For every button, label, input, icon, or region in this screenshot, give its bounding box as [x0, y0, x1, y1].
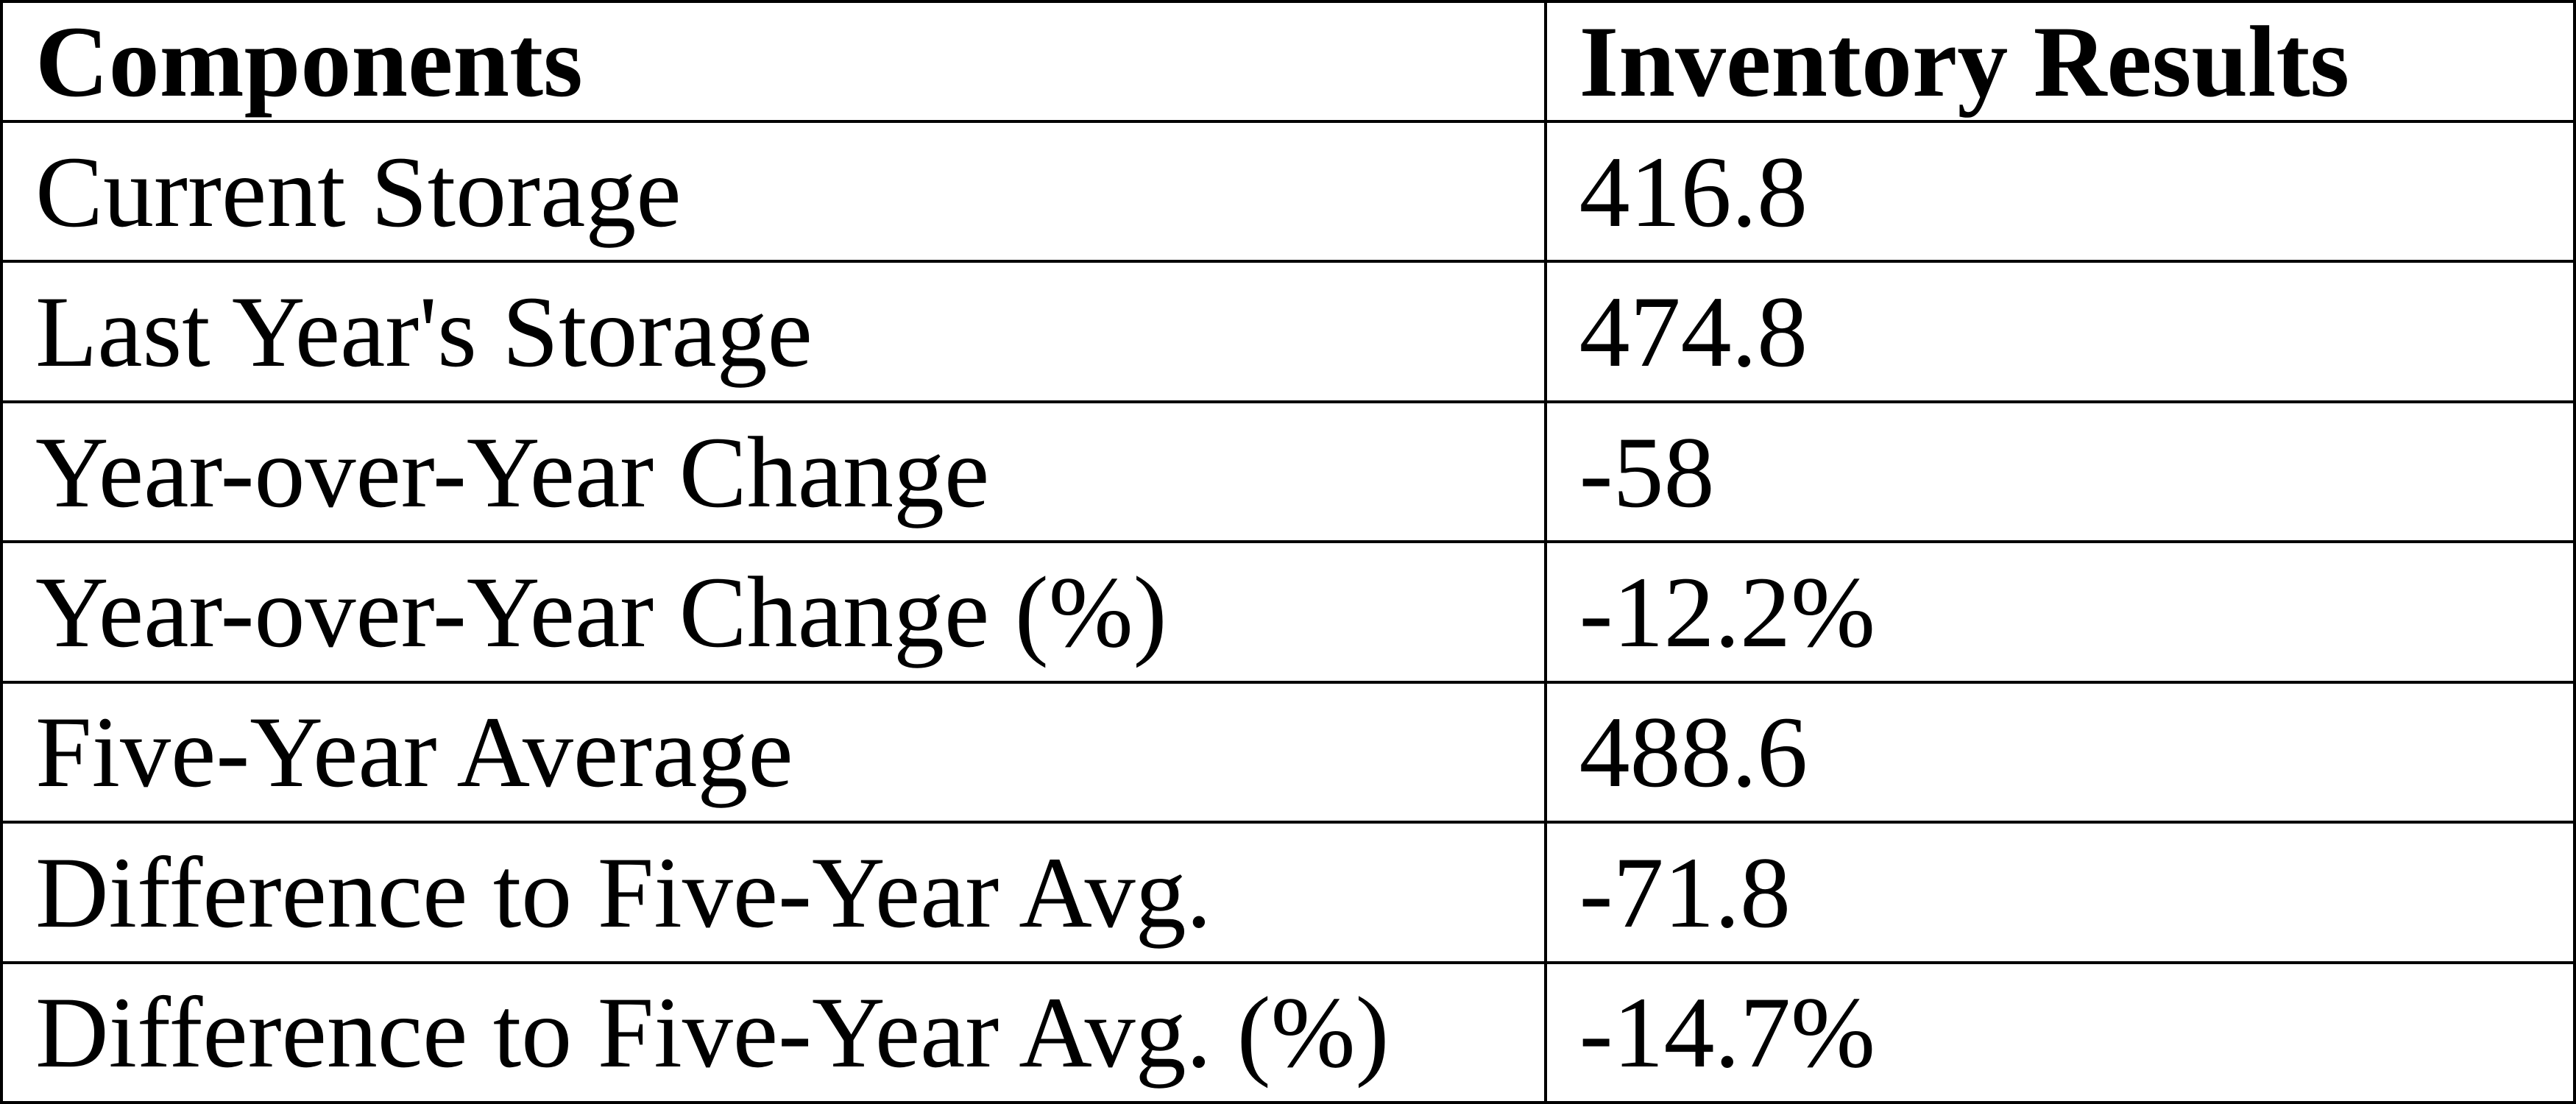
table-cell-component: Five-Year Average — [0, 680, 1547, 824]
table-row: Difference to Five-Year Avg. -71.8 — [0, 821, 2576, 964]
column-header-components: Components — [0, 0, 1547, 123]
table-cell-value: -71.8 — [1543, 821, 2576, 964]
table-cell-component: Last Year's Storage — [0, 260, 1547, 403]
table-row: Last Year's Storage 474.8 — [0, 260, 2576, 403]
table-row: Current Storage 416.8 — [0, 119, 2576, 263]
column-header-inventory-results: Inventory Results — [1543, 0, 2576, 123]
table-header-row: Components Inventory Results — [0, 0, 2576, 123]
table-cell-value: 474.8 — [1543, 260, 2576, 403]
table-row: Difference to Five-Year Avg. (%) -14.7% — [0, 960, 2576, 1104]
table-cell-value: -58 — [1543, 400, 2576, 544]
table-row: Year-over-Year Change (%) -12.2% — [0, 540, 2576, 684]
table-row: Year-over-Year Change -58 — [0, 400, 2576, 544]
table-cell-component: Current Storage — [0, 119, 1547, 263]
table-cell-value: 488.6 — [1543, 680, 2576, 824]
table-cell-component: Year-over-Year Change (%) — [0, 540, 1547, 684]
table-cell-component: Year-over-Year Change — [0, 400, 1547, 544]
table-cell-component: Difference to Five-Year Avg. — [0, 821, 1547, 964]
table-cell-value: 416.8 — [1543, 119, 2576, 263]
table-row: Five-Year Average 488.6 — [0, 680, 2576, 824]
table-cell-component: Difference to Five-Year Avg. (%) — [0, 960, 1547, 1104]
table-cell-value: -12.2% — [1543, 540, 2576, 684]
table-cell-value: -14.7% — [1543, 960, 2576, 1104]
